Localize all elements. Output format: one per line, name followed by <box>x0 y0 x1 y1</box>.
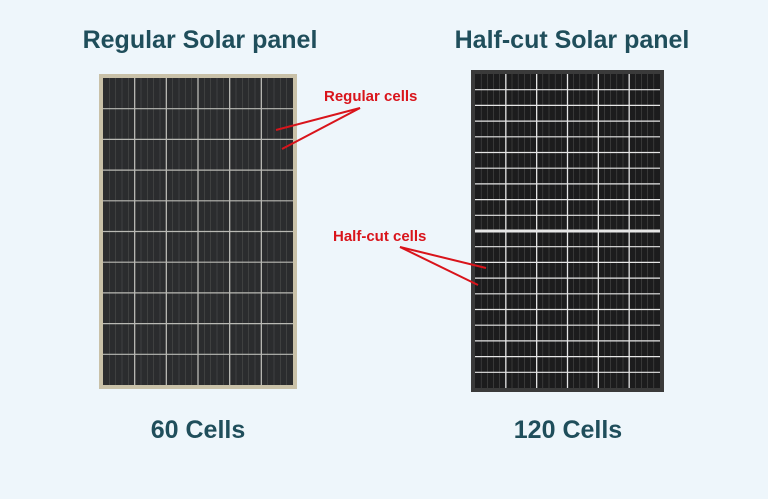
regular-cells-pointer <box>275 107 361 150</box>
pointer-line <box>399 246 487 269</box>
regular-cells-label: Regular cells <box>324 88 418 105</box>
halfcut-panel-title: Half-cut Solar panel <box>454 26 690 54</box>
regular-cell-count: 60 Cells <box>150 416 246 444</box>
halfcut-solar-panel-image <box>471 70 664 392</box>
halfcut-cells-label: Half-cut cells <box>333 228 427 245</box>
pointer-line <box>399 246 479 286</box>
pointer-line <box>275 107 361 131</box>
pointer-line <box>281 107 361 150</box>
halfcut-cells-pointer <box>399 246 487 286</box>
halfcut-cell-count: 120 Cells <box>513 416 623 444</box>
regular-solar-panel-image <box>99 74 297 389</box>
regular-panel-title: Regular Solar panel <box>82 26 318 54</box>
